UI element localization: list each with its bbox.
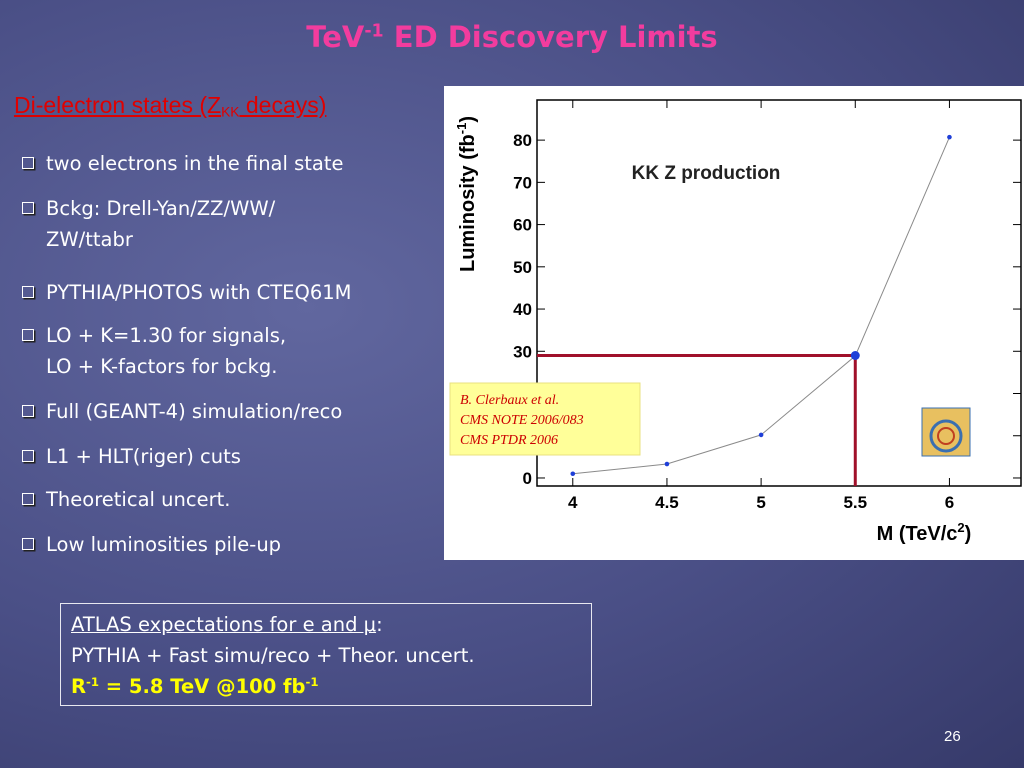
bullet-marker (22, 202, 34, 214)
x-label-text: M (TeV/c (877, 523, 958, 545)
bullet-text: Low luminosities pile-up (46, 533, 282, 556)
plot-frame (536, 99, 1022, 487)
summary-result: R-1 = 5.8 TeV @100 fb-1 (71, 671, 591, 702)
y-tick-label: 50 (513, 258, 532, 277)
x-tick-label: 4 (568, 493, 578, 512)
bullet-text: LO + K-factors for bckg. (46, 355, 278, 378)
result-text: = 5.8 TeV @100 fb (99, 675, 306, 698)
section-heading: Di-electron states (ZKK decays) (14, 92, 326, 119)
logo-ring (937, 427, 955, 445)
bullet-text: Bckg: Drell-Yan/ZZ/WW/ (46, 197, 276, 220)
bullet: Bckg: Drell-Yan/ZZ/WW/ZW/ttabr (22, 193, 275, 255)
x-label-sup: 2 (957, 520, 964, 535)
y-label-text: Luminosity (fb (457, 134, 479, 272)
y-tick-label: 60 (513, 216, 532, 235)
chart-background (444, 86, 1024, 560)
title-sup: -1 (364, 21, 384, 42)
data-point (758, 432, 764, 438)
bullet: L1 + HLT(riger) cuts (22, 441, 241, 472)
chart: 0102030405060708044.555.56M (TeV/c2)Lumi… (444, 86, 1024, 560)
result-sup: -1 (305, 674, 319, 689)
bullet-text: ZW/ttabr (46, 228, 133, 251)
y-tick-label: 80 (513, 131, 532, 150)
citation-text: CMS NOTE 2006/083 (460, 413, 584, 428)
bullet-marker (22, 286, 34, 298)
x-tick-label: 5.5 (843, 493, 867, 512)
y-tick-label: 0 (523, 469, 532, 488)
bullet-marker (22, 493, 34, 505)
bullet-marker (22, 157, 34, 169)
heading-sub: KK (221, 104, 240, 120)
slide-title: TeV-1 ED Discovery Limits (0, 20, 1024, 54)
heading-text: Di-electron states (Z (14, 92, 222, 118)
bullet: PYTHIA/PHOTOS with CTEQ61M (22, 277, 352, 308)
bullet-marker (22, 405, 34, 417)
y-axis-label: Luminosity (fb-1) (454, 116, 479, 272)
bullet: Low luminosities pile-up (22, 529, 281, 560)
x-tick-label: 5 (756, 493, 765, 512)
logo-ring (929, 419, 963, 453)
summary-text: ATLAS expectations for e and μ (71, 613, 377, 636)
citation-text: CMS PTDR 2006 (460, 433, 558, 448)
summary-text: : (376, 613, 383, 636)
highlight-point (850, 351, 860, 361)
y-tick-label: 40 (513, 300, 532, 319)
bullet-marker (22, 329, 34, 341)
data-point (947, 134, 952, 140)
bullet-text: two electrons in the final state (46, 152, 344, 175)
x-tick-label: 6 (945, 493, 954, 512)
bullet-text: Theoretical uncert. (46, 488, 231, 511)
annotation: KK Z production (632, 163, 781, 184)
x-axis-label: M (TeV/c2) (877, 520, 972, 545)
result-sup: -1 (86, 674, 99, 689)
title-text: TeV (306, 20, 365, 54)
x-label-text: ) (965, 523, 972, 545)
result-text: R (71, 675, 87, 698)
summary-text: PYTHIA + Fast simu/reco + Theor. uncert. (71, 644, 475, 667)
y-tick-label: 30 (513, 342, 532, 361)
citation-box (449, 382, 641, 456)
page-number: 26 (944, 728, 961, 745)
bullet-text: PYTHIA/PHOTOS with CTEQ61M (46, 281, 352, 304)
bullet-text: L1 + HLT(riger) cuts (46, 445, 241, 468)
bullet: LO + K=1.30 for signals, LO + K-factors f… (22, 320, 286, 382)
data-point (570, 471, 576, 477)
x-tick-label: 4.5 (655, 493, 679, 512)
heading-text: decays) (239, 92, 327, 118)
bullet-marker (22, 450, 34, 462)
bullet: Full (GEANT-4) simulation/reco (22, 396, 342, 427)
citation-text: B. Clerbaux et al. (460, 393, 559, 408)
bullet-marker (22, 538, 34, 550)
bullet-text: Full (GEANT-4) simulation/reco (46, 400, 343, 423)
summary-box: ATLAS expectations for e and μ: PYTHIA +… (60, 603, 592, 706)
bullet: two electrons in the final state (22, 148, 344, 179)
y-label-text: ) (457, 116, 479, 123)
bullet: Theoretical uncert. (22, 484, 230, 515)
bullet-text: LO + K=1.30 for signals, (46, 324, 287, 347)
title-text: ED Discovery Limits (383, 20, 718, 54)
y-label-sup: -1 (454, 123, 469, 135)
data-point (664, 461, 670, 467)
y-tick-label: 70 (513, 173, 532, 192)
logo (921, 407, 971, 457)
